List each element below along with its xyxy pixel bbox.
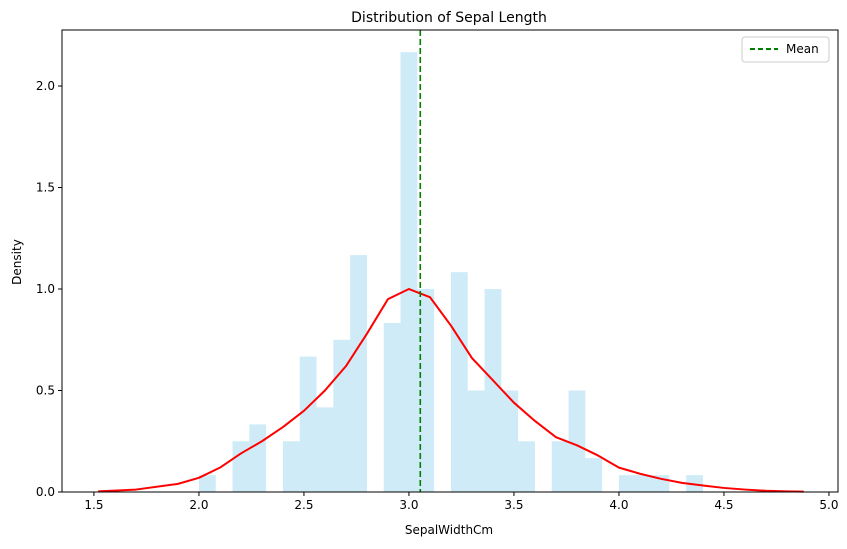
y-tick-label: 0.5 bbox=[36, 384, 55, 398]
legend-box bbox=[741, 36, 830, 63]
histogram-bar bbox=[450, 272, 468, 492]
histogram-bar bbox=[618, 475, 636, 492]
y-tick-label: 2.0 bbox=[36, 79, 55, 93]
x-tick-label: 4.5 bbox=[714, 498, 733, 512]
histogram-bar bbox=[198, 475, 216, 492]
x-tick-label: 4.0 bbox=[609, 498, 628, 512]
histogram-bar bbox=[333, 339, 351, 492]
histogram-bar bbox=[467, 390, 485, 492]
histogram-bar bbox=[484, 289, 502, 492]
y-tick-label: 0.0 bbox=[36, 485, 55, 499]
histogram-bar bbox=[417, 289, 435, 492]
y-tick-label: 1.0 bbox=[36, 282, 55, 296]
histogram-bar bbox=[568, 390, 586, 492]
histogram-bar bbox=[400, 52, 418, 492]
histogram-bar bbox=[551, 441, 569, 492]
x-tick-label: 3.0 bbox=[399, 498, 418, 512]
x-tick-label: 3.5 bbox=[504, 498, 523, 512]
histogram-bar bbox=[316, 407, 334, 492]
histogram-bar bbox=[350, 255, 367, 492]
histogram-bar bbox=[635, 475, 653, 492]
axes-frame bbox=[61, 29, 839, 493]
histogram-bar bbox=[232, 441, 250, 492]
legend-mean-label: Mean bbox=[786, 42, 819, 56]
histogram-bar bbox=[585, 458, 603, 492]
histogram-bar bbox=[249, 424, 267, 492]
kde-curve bbox=[98, 288, 804, 493]
chart-title: Distribution of Sepal Length bbox=[351, 10, 547, 26]
histogram-bar bbox=[282, 441, 300, 492]
legend: Mean bbox=[741, 36, 830, 63]
histogram-bar bbox=[518, 441, 535, 492]
x-axis-label: SepalWidthCm bbox=[405, 523, 493, 537]
histogram-bar bbox=[383, 322, 401, 492]
y-tick-label: 1.5 bbox=[36, 181, 55, 195]
histogram-bar bbox=[299, 356, 317, 492]
x-tick-label: 2.5 bbox=[294, 498, 313, 512]
histogram-bar bbox=[501, 390, 519, 492]
x-tick-label: 5.0 bbox=[819, 498, 838, 512]
y-axis-label: Density bbox=[10, 239, 24, 285]
x-tick-label: 1.5 bbox=[84, 498, 103, 512]
x-tick-label: 2.0 bbox=[189, 498, 208, 512]
